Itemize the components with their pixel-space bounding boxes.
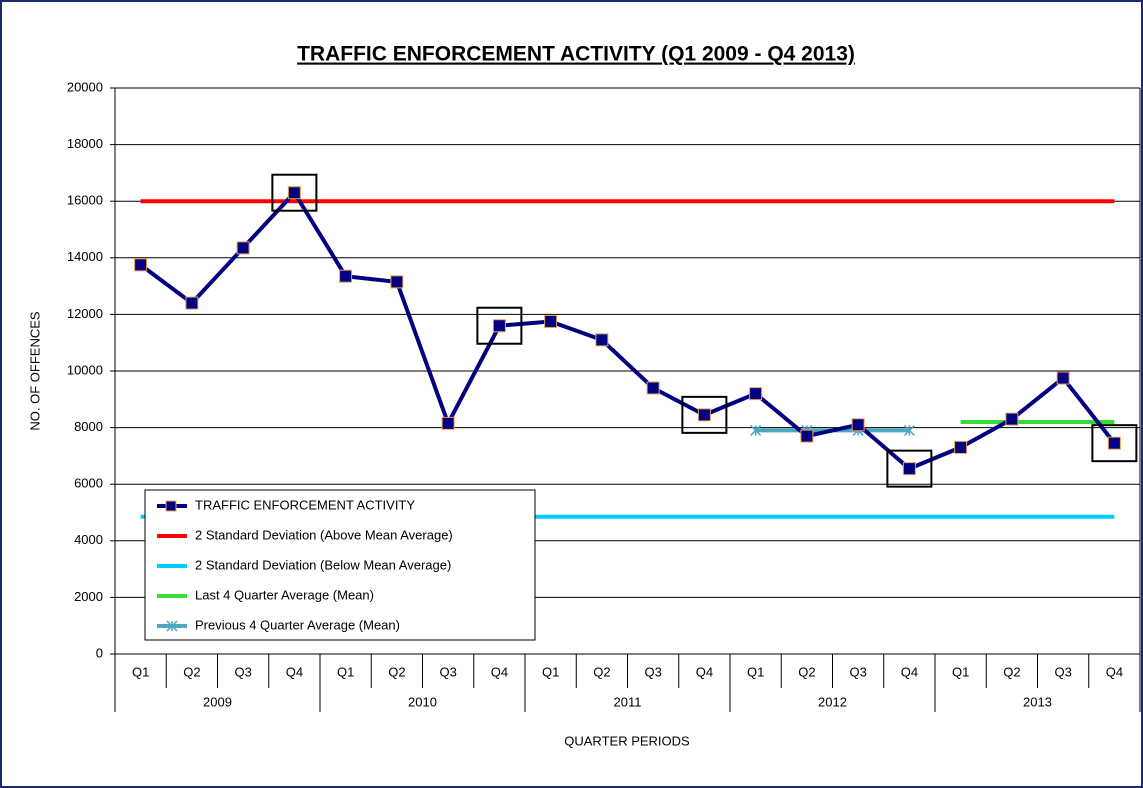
x-tick-label: Q4 — [491, 664, 508, 679]
y-tick-label: 12000 — [67, 306, 103, 321]
marker — [390, 275, 404, 289]
highlight-box — [476, 306, 523, 345]
x-tick-label: Q2 — [183, 664, 200, 679]
y-tick-label: 0 — [96, 645, 103, 660]
x-tick-label: Q1 — [132, 664, 149, 679]
marker — [750, 424, 762, 436]
y-tick-label: 10000 — [67, 362, 103, 377]
legend-label: 2 Standard Deviation (Below Mean Average… — [195, 557, 451, 572]
marker — [851, 418, 865, 432]
x-tick-label: Q3 — [234, 664, 251, 679]
highlight-box — [271, 173, 318, 212]
y-tick-label: 6000 — [74, 476, 103, 491]
series-line — [139, 189, 1116, 471]
x-tick-label: Q2 — [1003, 664, 1020, 679]
marker — [1005, 412, 1019, 426]
highlight-box — [886, 449, 933, 488]
y-tick-label: 20000 — [67, 79, 103, 94]
x-tick-label: Q2 — [798, 664, 815, 679]
year-label: 2009 — [203, 694, 232, 709]
marker — [185, 296, 199, 310]
marker — [697, 408, 711, 422]
y-tick-label: 18000 — [67, 136, 103, 151]
marker — [954, 440, 968, 454]
y-tick-label: 2000 — [74, 589, 103, 604]
y-tick-label: 4000 — [74, 532, 103, 547]
legend-marker — [166, 620, 178, 632]
x-tick-label: Q1 — [747, 664, 764, 679]
chart-title: TRAFFIC ENFORCEMENT ACTIVITY (Q1 2009 - … — [297, 43, 855, 66]
y-tick-label: 16000 — [67, 193, 103, 208]
year-label: 2012 — [818, 694, 847, 709]
x-tick-label: Q2 — [388, 664, 405, 679]
highlight-box — [1091, 424, 1138, 463]
x-tick-label: Q4 — [1106, 664, 1123, 679]
x-tick-label: Q3 — [849, 664, 866, 679]
y-axis-label: NO. OF OFFENCES — [27, 311, 42, 431]
marker — [646, 381, 660, 395]
x-tick-label: Q4 — [696, 664, 713, 679]
legend-label: TRAFFIC ENFORCEMENT ACTIVITY — [195, 497, 415, 512]
legend-box — [144, 489, 536, 641]
marker — [1107, 436, 1121, 450]
x-tick-label: Q1 — [952, 664, 969, 679]
marker — [134, 258, 148, 272]
y-tick-label: 14000 — [67, 249, 103, 264]
x-tick-label: Q3 — [439, 664, 456, 679]
marker — [595, 333, 609, 347]
marker — [287, 186, 301, 200]
marker — [902, 462, 916, 476]
x-tick-label: Q1 — [542, 664, 559, 679]
marker — [339, 269, 353, 283]
year-label: 2010 — [408, 694, 437, 709]
legend-marker — [165, 500, 177, 512]
x-tick-label: Q1 — [337, 664, 354, 679]
year-label: 2011 — [614, 694, 642, 709]
marker — [903, 424, 915, 436]
x-tick-label: Q2 — [593, 664, 610, 679]
y-tick-label: 8000 — [74, 419, 103, 434]
legend-label: 2 Standard Deviation (Above Mean Average… — [195, 527, 453, 542]
x-tick-label: Q4 — [901, 664, 918, 679]
marker — [544, 314, 558, 328]
legend-label: Last 4 Quarter Average (Mean) — [195, 587, 374, 602]
x-tick-label: Q3 — [644, 664, 661, 679]
legend-label: Previous 4 Quarter Average (Mean) — [195, 617, 400, 632]
year-label: 2013 — [1023, 694, 1052, 709]
x-axis-label: QUARTER PERIODS — [564, 733, 690, 748]
marker — [236, 241, 250, 255]
marker — [441, 416, 455, 430]
marker — [800, 429, 814, 443]
marker — [492, 319, 506, 333]
highlight-box — [681, 395, 728, 434]
x-tick-label: Q3 — [1054, 664, 1071, 679]
marker — [1056, 371, 1070, 385]
x-tick-label: Q4 — [286, 664, 303, 679]
marker — [749, 387, 763, 401]
